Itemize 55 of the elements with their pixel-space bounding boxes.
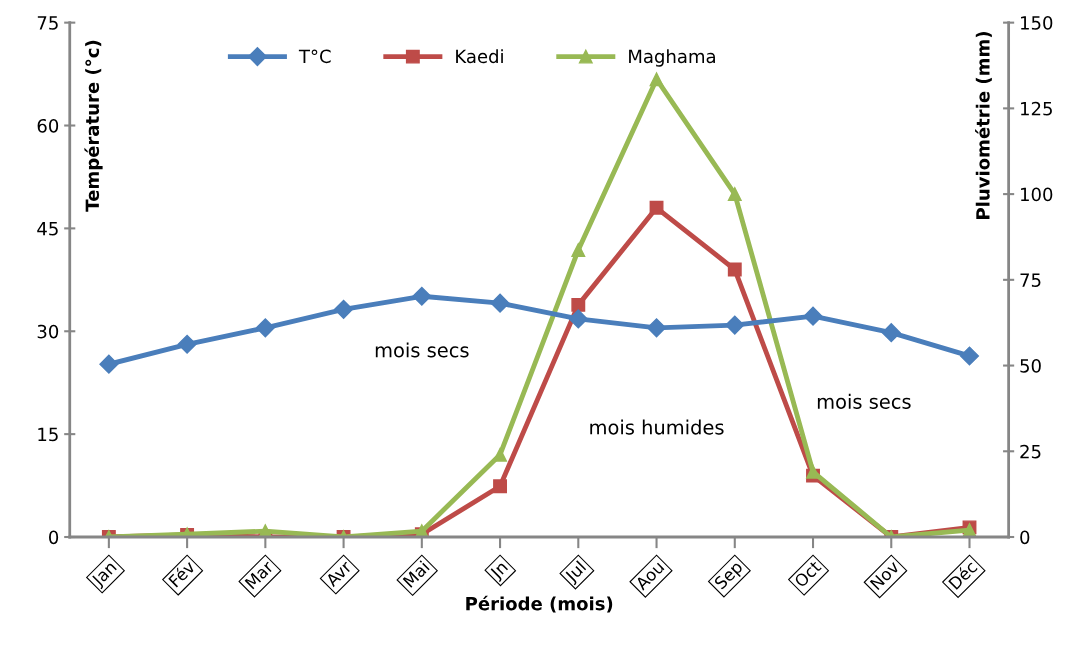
point xyxy=(727,187,742,202)
x-tick-label: Aou xyxy=(634,560,665,591)
legend-label: T°C xyxy=(298,49,331,64)
point xyxy=(649,72,664,87)
point xyxy=(649,200,664,215)
y-tick-label: 30 xyxy=(37,324,59,339)
y2-tick-label: 50 xyxy=(1020,359,1041,373)
point xyxy=(255,318,275,338)
y2-tick-label: 100 xyxy=(1021,187,1053,202)
point xyxy=(725,315,745,335)
x-tick-label: Nov xyxy=(869,559,901,591)
y-tick-label: 75 xyxy=(37,16,58,30)
annotation: mois secs xyxy=(817,393,911,409)
point xyxy=(727,262,742,277)
annotation: mois secs xyxy=(375,342,469,358)
y2-tick-label: 25 xyxy=(1020,444,1041,459)
x-axis-title: Période (mois) xyxy=(466,595,613,613)
y-tick-label: 15 xyxy=(38,427,58,442)
point xyxy=(571,297,586,312)
point xyxy=(803,306,823,326)
point xyxy=(647,318,667,338)
y2-tick-label: 75 xyxy=(1020,273,1041,287)
x-tick-label: Sep xyxy=(713,560,746,593)
y2-axis-title: Pluviométrie (mm) xyxy=(975,32,992,219)
point xyxy=(334,299,354,319)
legend-label: Kaedi xyxy=(456,49,503,64)
legend-label: Maghama xyxy=(629,49,715,67)
y-tick-label: 45 xyxy=(37,222,58,236)
x-tick-label: Jan xyxy=(90,560,120,590)
x-tick-label: Oct xyxy=(793,559,822,589)
point xyxy=(806,464,820,479)
x-tick-label: Déc xyxy=(947,559,978,590)
point xyxy=(568,309,588,329)
y-axis-title: Température (°c) xyxy=(84,40,103,212)
point xyxy=(881,323,901,343)
point xyxy=(493,479,508,494)
annotation: mois humides xyxy=(590,419,724,435)
x-tick-label: Fév xyxy=(167,559,196,588)
y-tick-label: 60 xyxy=(37,118,59,133)
y-tick-label: 0 xyxy=(49,530,59,545)
y2-tick-label: 150 xyxy=(1021,16,1053,30)
y2-tick-label: 125 xyxy=(1021,101,1052,116)
point xyxy=(412,286,432,306)
x-tick-label: Mar xyxy=(244,559,275,590)
point xyxy=(493,447,508,462)
point xyxy=(177,334,197,354)
point xyxy=(959,346,980,366)
point xyxy=(99,354,119,374)
point xyxy=(490,293,510,313)
x-tick-label: Jul xyxy=(563,560,589,586)
point xyxy=(571,243,586,257)
x-tick-label: Avr xyxy=(324,559,353,588)
x-tick-label: Jn xyxy=(488,560,511,583)
y2-tick-label: 0 xyxy=(1020,530,1030,545)
x-tick-label: Mai xyxy=(402,560,430,588)
